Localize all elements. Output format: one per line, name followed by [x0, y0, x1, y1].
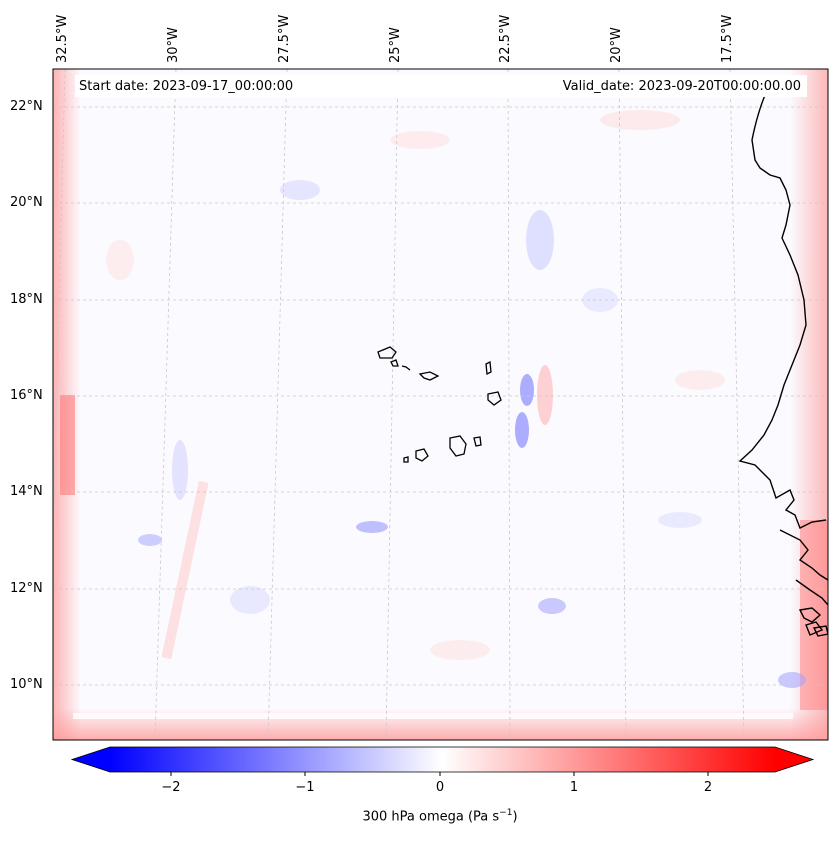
omega-field	[53, 69, 828, 740]
colorbar-label-exponent: −1	[499, 808, 513, 818]
colorbar-extend-max	[775, 747, 813, 772]
map-frame	[52, 68, 829, 741]
colorbar-extend-min	[72, 747, 110, 772]
header-strip	[75, 75, 807, 97]
lon-label: 32.5°W	[55, 14, 70, 63]
lat-label: 12°N	[10, 581, 43, 596]
colorbar-tick-label: −1	[295, 780, 315, 795]
lon-label: 30°W	[166, 27, 181, 63]
colorbar-fill	[110, 747, 775, 772]
colorbar-tick-label: −2	[161, 780, 181, 795]
colorbar-label-suffix: )	[512, 809, 518, 825]
gridlines	[53, 69, 828, 740]
cape-verde-islands	[377, 346, 502, 463]
lon-label: 27.5°W	[277, 14, 292, 63]
lat-label: 18°N	[10, 292, 43, 307]
valid-date-label: Valid_date: 2023-09-20T00:00:00.00	[562, 79, 801, 94]
lon-label: 22.5°W	[498, 14, 513, 63]
lat-label: 16°N	[10, 388, 43, 403]
lat-label: 20°N	[10, 195, 43, 210]
start-date-label: Start date: 2023-09-17_00:00:00	[79, 79, 294, 94]
colorbar-label: 300 hPa omega (Pa s−1)	[0, 808, 837, 824]
colorbar	[70, 746, 815, 776]
lat-label: 14°N	[10, 484, 43, 499]
lon-label: 25°W	[388, 27, 403, 63]
colorbar-tick-label: 2	[703, 780, 713, 795]
colorbar-tick-label: 1	[569, 780, 579, 795]
lon-label: 17.5°W	[720, 14, 735, 63]
lat-label: 10°N	[10, 677, 43, 692]
lon-label: 20°W	[609, 27, 624, 63]
lat-label: 22°N	[10, 99, 43, 114]
colorbar-tick-label: 0	[435, 780, 445, 795]
coastline	[738, 83, 828, 637]
colorbar-label-prefix: 300 hPa omega (Pa s	[362, 809, 500, 825]
